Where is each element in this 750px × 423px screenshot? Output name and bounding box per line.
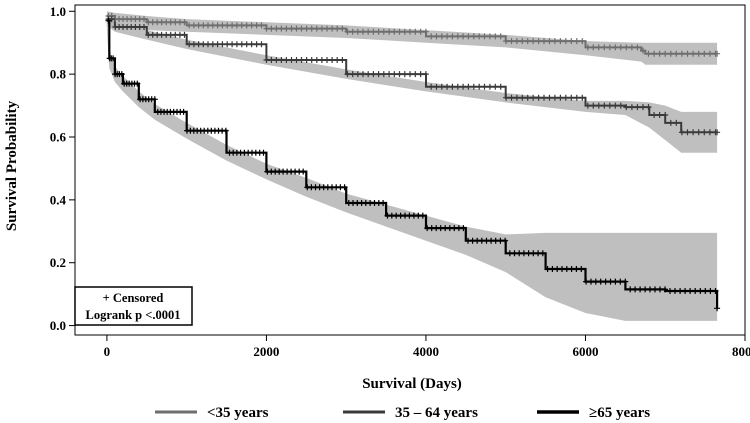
x-tick-label: 0: [104, 344, 111, 359]
inset-frame: [74, 286, 193, 326]
confidence-band-2: [106, 14, 718, 321]
censor-marks: [105, 13, 721, 312]
y-tick-label: 0.2: [50, 255, 66, 270]
censor-marks-2: [105, 17, 721, 312]
confidence-band-1: [106, 14, 718, 153]
confidence-band-0: [106, 11, 718, 65]
x-tick-label: 4000: [413, 344, 439, 359]
y-tick-label: 0.0: [50, 318, 66, 333]
inset-censored-label: + Censored: [103, 291, 164, 305]
confidence-bands: [106, 11, 718, 321]
y-tick-label: 1.0: [50, 4, 66, 19]
y-tick-label: 0.6: [50, 130, 67, 145]
legend-label-2: ≥65 years: [589, 405, 650, 421]
x-tick-label: 2000: [253, 344, 279, 359]
legend: <35 years 35 – 64 years ≥65 years: [155, 405, 650, 421]
y-tick-label: 0.8: [50, 67, 67, 82]
legend-label-1: 35 – 64 years: [395, 405, 478, 421]
y-tick-label: 0.4: [50, 192, 67, 207]
inset-logrank-label: Logrank p <.0001: [86, 308, 181, 322]
inset-box: + Censored Logrank p <.0001: [74, 286, 193, 326]
x-axis-title: Survival (Days): [362, 376, 462, 392]
y-axis-title: Survival Probability: [4, 100, 20, 231]
legend-label-0: <35 years: [207, 405, 269, 421]
x-tick-label: 6000: [572, 344, 598, 359]
censor-marks-0: [105, 13, 721, 57]
plot-frame: [74, 4, 746, 336]
